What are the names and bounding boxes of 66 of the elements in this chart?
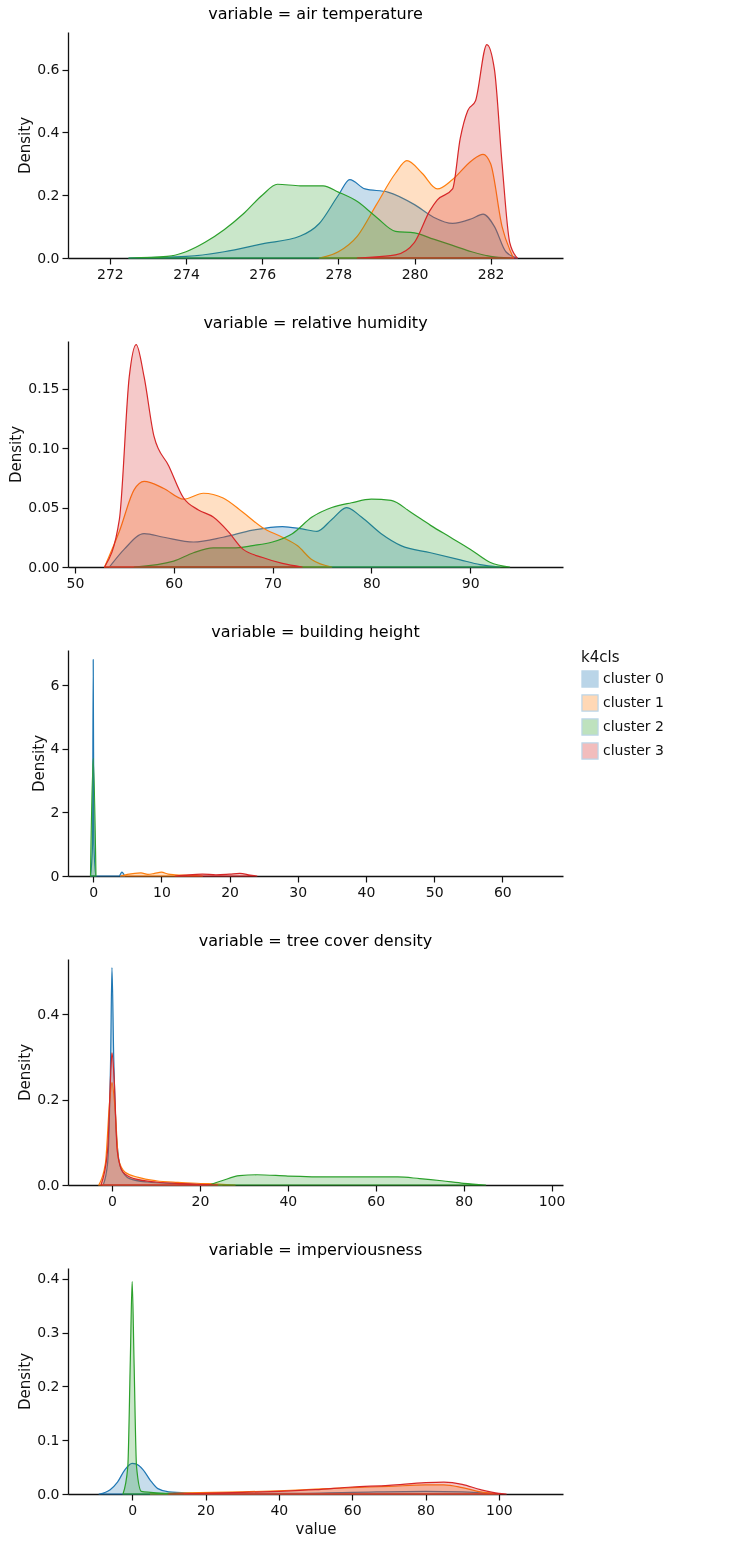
x-tick-label: 0 <box>128 1501 138 1518</box>
x-tick-label: 50 <box>66 574 85 591</box>
y-tick-label: 0.4 <box>37 123 60 140</box>
y-axis-title: Density <box>16 116 35 175</box>
y-tick-label: 6 <box>50 676 60 693</box>
x-tick-label: 60 <box>343 1501 362 1518</box>
x-tick-label: 20 <box>191 1192 210 1209</box>
x-tick-label: 70 <box>264 574 282 591</box>
y-tick-label: 0.1 <box>37 1431 60 1448</box>
y-tick-label: 0.10 <box>28 439 60 456</box>
y-axis-title: Density <box>16 1043 35 1102</box>
y-tick-label: 0.00 <box>28 558 60 575</box>
y-tick-label: 0.4 <box>37 1005 60 1022</box>
y-tick-label: 0.6 <box>37 61 60 78</box>
y-tick-label: 0.2 <box>37 186 60 203</box>
x-tick-label: 20 <box>197 1501 215 1518</box>
chart-title: variable = tree cover density <box>198 931 433 950</box>
chart-title: variable = air temperature <box>208 4 423 23</box>
x-tick-label: 20 <box>221 883 239 900</box>
chart-title: variable = relative humidity <box>203 313 428 332</box>
y-tick-label: 0.05 <box>28 499 60 516</box>
y-tick-label: 0.0 <box>37 1176 60 1193</box>
x-tick-label: 10 <box>153 883 171 900</box>
y-tick-label: 0.0 <box>37 1485 60 1502</box>
x-tick-label: 80 <box>455 1192 474 1209</box>
y-tick-label: 0.15 <box>28 380 60 397</box>
y-tick-label: 4 <box>50 740 60 757</box>
x-tick-label: 0 <box>89 883 99 900</box>
y-tick-label: 0 <box>50 867 60 884</box>
x-tick-label: 272 <box>97 265 124 282</box>
y-axis-title: Density <box>16 1352 35 1411</box>
y-tick-label: 0.3 <box>37 1324 60 1341</box>
x-tick-label: 40 <box>270 1501 289 1518</box>
y-tick-label: 0.2 <box>37 1377 60 1394</box>
legend-label: cluster 0 <box>603 670 664 686</box>
legend-label: cluster 1 <box>603 694 664 710</box>
chart-title: variable = building height <box>211 622 420 641</box>
x-axis-title: value <box>295 1519 337 1538</box>
x-tick-label: 60 <box>493 883 512 900</box>
x-tick-label: 60 <box>165 574 184 591</box>
x-tick-label: 0 <box>108 1192 117 1209</box>
y-tick-label: 0.2 <box>37 1091 60 1108</box>
x-tick-label: 280 <box>401 265 429 282</box>
y-axis-title: Density <box>29 734 48 793</box>
x-tick-label: 40 <box>279 1192 298 1209</box>
y-tick-label: 0.0 <box>37 249 60 266</box>
x-tick-label: 282 <box>477 265 505 282</box>
chart-title: variable = imperviousness <box>208 1240 423 1259</box>
legend-label: cluster 2 <box>603 718 664 734</box>
x-tick-label: 276 <box>249 265 277 282</box>
x-tick-label: 60 <box>367 1192 386 1209</box>
y-tick-label: 0.4 <box>37 1270 60 1287</box>
x-tick-label: 278 <box>325 265 353 282</box>
x-tick-label: 80 <box>362 574 381 591</box>
x-tick-label: 100 <box>538 1192 566 1209</box>
x-tick-label: 274 <box>173 265 200 282</box>
x-tick-label: 30 <box>289 883 308 900</box>
y-tick-label: 2 <box>50 803 60 820</box>
legend-title: k4cls <box>581 648 620 666</box>
x-tick-label: 100 <box>485 1501 513 1518</box>
x-tick-label: 90 <box>461 574 480 591</box>
legend-label: cluster 3 <box>603 742 664 758</box>
y-axis-title: Density <box>7 425 26 484</box>
x-tick-label: 50 <box>425 883 444 900</box>
x-tick-label: 40 <box>357 883 376 900</box>
x-tick-label: 80 <box>417 1501 435 1518</box>
